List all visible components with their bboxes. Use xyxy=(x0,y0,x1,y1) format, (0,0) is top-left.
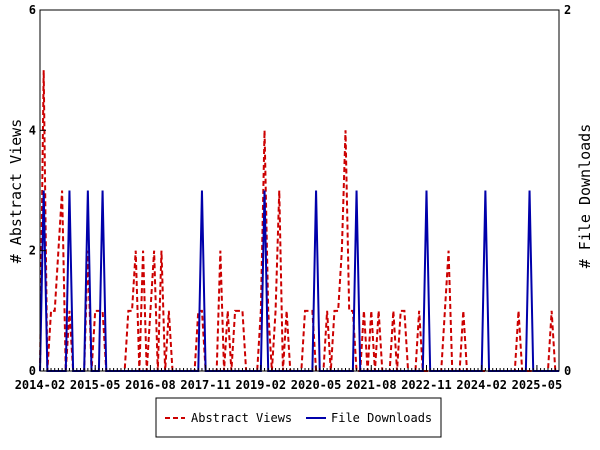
x-tick-label: 2020-05 xyxy=(291,378,342,392)
x-tick-label: 2016-08 xyxy=(125,378,176,392)
legend: Abstract Views File Downloads xyxy=(155,397,442,438)
legend-label-abstract-views: Abstract Views xyxy=(191,411,292,425)
y-right-tick-label: 0 xyxy=(564,364,571,378)
x-tick-label: 2015-05 xyxy=(70,378,121,392)
legend-box xyxy=(155,397,442,438)
y-left-tick-label: 0 xyxy=(29,364,36,378)
x-tick-label: 2014-02 xyxy=(15,378,66,392)
series-line-abstract-views xyxy=(39,70,559,372)
y-left-tick-label: 6 xyxy=(29,3,36,17)
y-axis-title-right: # File Downloads xyxy=(576,124,594,269)
x-tick-label: 2024-02 xyxy=(456,378,507,392)
y-left-tick-label: 2 xyxy=(29,244,36,258)
x-tick-label: 2025-05 xyxy=(512,378,563,392)
legend-label-file-downloads: File Downloads xyxy=(331,411,432,425)
plot-frame xyxy=(39,9,560,372)
y-left-tick-label: 4 xyxy=(29,123,36,137)
y-right-tick-label: 2 xyxy=(564,3,571,17)
y-axis-title-left: # Abstract Views xyxy=(7,119,25,264)
x-tick-label: 2017-11 xyxy=(180,378,231,392)
x-tick-label: 2022-11 xyxy=(401,378,452,392)
x-tick-label: 2021-08 xyxy=(346,378,397,392)
x-tick-label: 2019-02 xyxy=(236,378,287,392)
series-line-file-downloads xyxy=(39,190,559,372)
